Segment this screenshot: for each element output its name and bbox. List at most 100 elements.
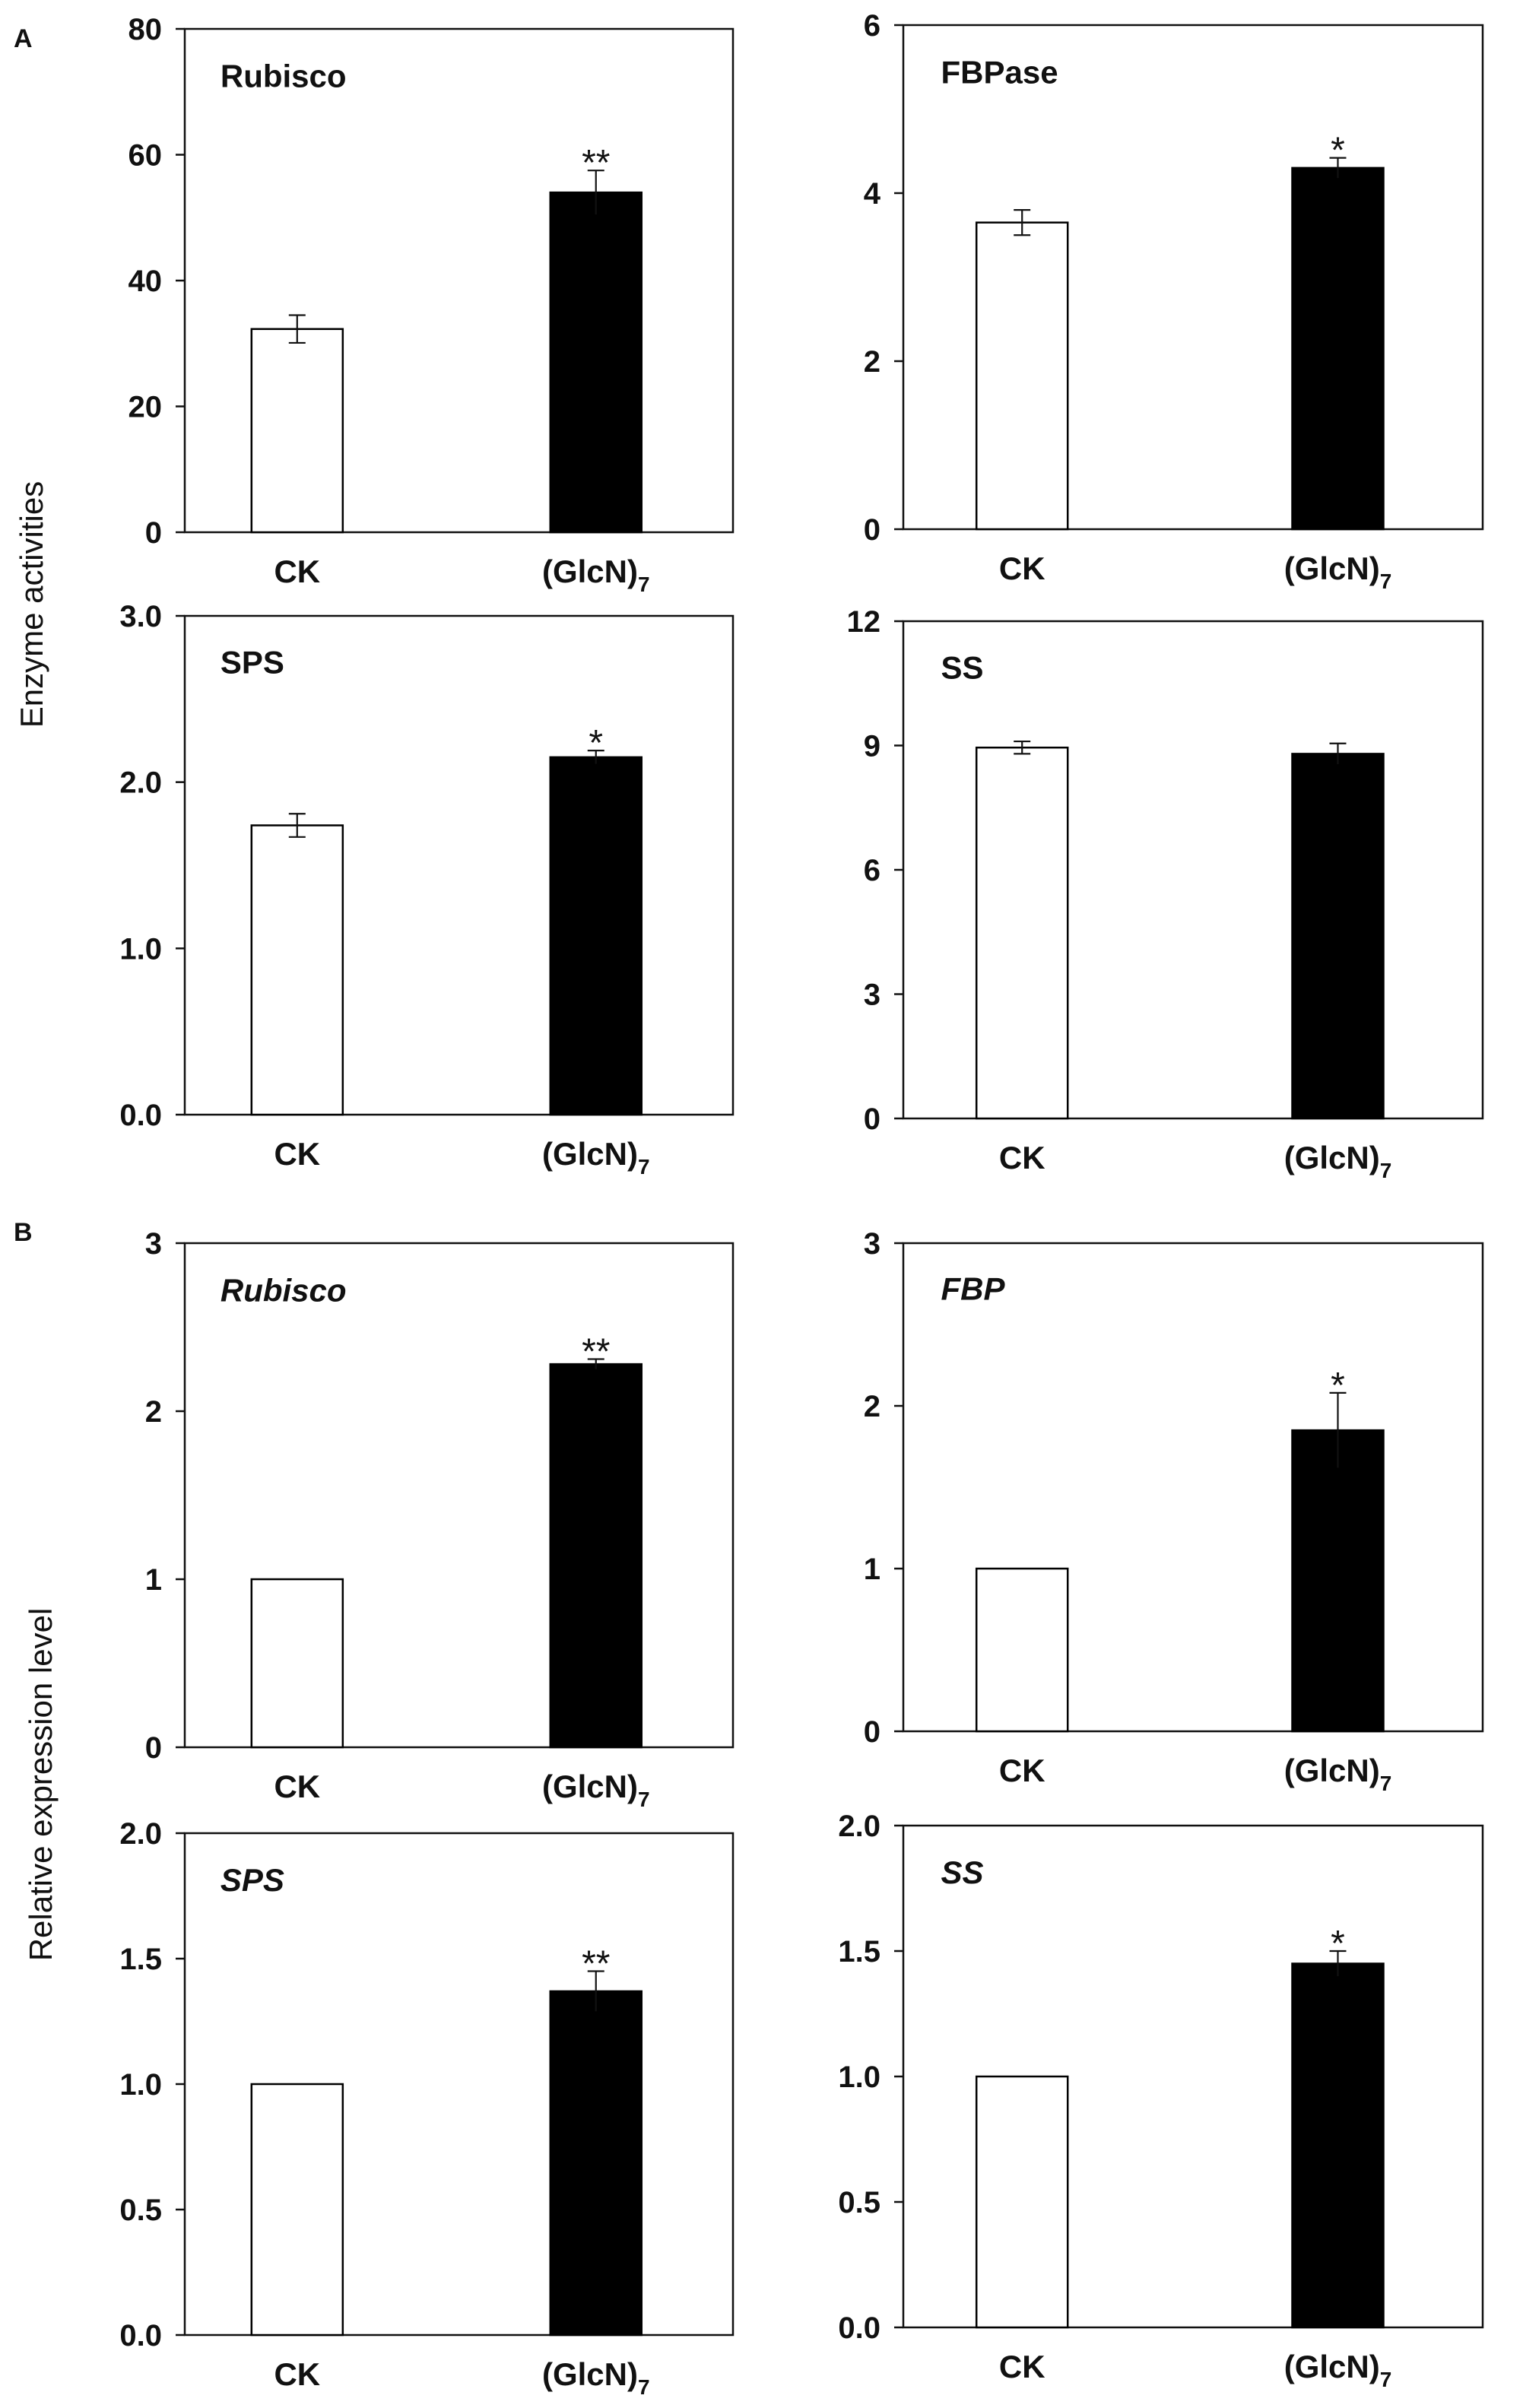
y-axis-label-expression: Relative expression level (23, 1608, 59, 1962)
y-tick-label: 1 (145, 1563, 162, 1597)
category-label-glcn7: (GlcN)7 (1284, 2349, 1392, 2391)
bar-ck (250, 2083, 344, 2337)
bar-ck (975, 746, 1069, 1120)
chart-title: SPS (221, 645, 284, 681)
bar-glcn7 (1291, 1962, 1385, 2329)
bar-ck (975, 221, 1069, 531)
y-tick-label: 2 (864, 1390, 880, 1423)
significance-marker: * (1331, 1924, 1345, 1964)
y-tick-label: 80 (129, 13, 163, 46)
category-label-ck: CK (999, 1753, 1045, 1788)
y-tick-label: 4 (864, 177, 881, 211)
y-tick-label: 40 (129, 265, 163, 298)
y-tick-label: 2.0 (119, 1817, 162, 1851)
category-label-ck: CK (999, 550, 1045, 586)
significance-marker: ** (582, 1331, 610, 1372)
y-tick-label: 2.0 (119, 766, 162, 800)
category-label-ck: CK (999, 1140, 1045, 1175)
plot-frame (902, 1242, 1484, 1733)
y-tick-label: 0 (864, 1715, 880, 1749)
error-bar (1329, 157, 1347, 179)
category-label-ck: CK (274, 1769, 320, 1804)
error-bar (587, 1970, 604, 2012)
category-label-glcn7: (GlcN)7 (542, 2356, 650, 2399)
y-tick-label: 12 (847, 605, 881, 639)
significance-marker: * (589, 723, 603, 763)
panel-label-a: A (14, 24, 33, 53)
error-bar (1329, 1950, 1347, 1976)
chart-panel-b-fbp: 0 1 2 3 CK * (GlcN)7 FBP (864, 1227, 1484, 1795)
chart-title: FBPase (941, 54, 1058, 90)
y-tick-label: 3 (864, 979, 880, 1012)
category-label-glcn7: (GlcN)7 (1284, 1753, 1392, 1795)
category-label-ck: CK (274, 2356, 320, 2392)
bar-glcn7 (1291, 753, 1385, 1120)
y-tick-label: 0.0 (838, 2311, 880, 2345)
plot-frame (183, 614, 735, 1116)
plot-frame (902, 24, 1484, 531)
category-label-glcn7: (GlcN)7 (1284, 550, 1392, 593)
category-label-glcn7: (GlcN)7 (542, 1136, 650, 1179)
chart-title: SPS (221, 1862, 284, 1898)
y-tick-label: 6 (864, 9, 880, 43)
chart-panel-b-rubisco: 0 1 2 3 CK ** (GlcN)7 Rubisco (145, 1227, 735, 1811)
chart-title: SS (941, 650, 984, 686)
bar-ck (975, 2075, 1069, 2329)
category-label-ck: CK (999, 2349, 1045, 2384)
bar-ck (250, 1578, 344, 1749)
bar-glcn7 (549, 1990, 643, 2337)
plot-frame (183, 1242, 735, 1749)
y-tick-label: 0 (864, 513, 880, 547)
chart-panels: 020406080CK**(GlcN)7Rubisco0246CK*(GlcN)… (119, 9, 1484, 2399)
error-bar (1014, 209, 1031, 236)
y-tick-label: 9 (864, 730, 880, 763)
category-label-glcn7: (GlcN)7 (542, 554, 650, 596)
y-tick-label: 2 (145, 1395, 162, 1429)
bar-glcn7 (549, 756, 643, 1116)
significance-marker: * (1331, 1366, 1345, 1406)
y-tick-label: 0 (864, 1102, 880, 1136)
chart-panel-a-fbpase: 0 2 4 6 CK * (GlcN)7 FBPase (864, 9, 1484, 593)
error-bar (1329, 742, 1347, 765)
y-tick-label: 3 (145, 1227, 162, 1261)
y-tick-label: 1.5 (119, 1943, 162, 1976)
y-tick-label: 1 (864, 1553, 880, 1586)
panel-label-b: B (14, 1218, 33, 1247)
category-label-ck: CK (274, 554, 320, 589)
significance-marker: * (1331, 131, 1345, 171)
y-tick-label: 20 (129, 391, 163, 424)
error-bar (587, 170, 604, 215)
bar-glcn7 (549, 191, 643, 534)
chart-panel-a-rubisco: 0 20 40 60 80 CK ** (GlcN)7 Rubisco (129, 13, 735, 596)
error-bar (1329, 1391, 1347, 1468)
chart-title: FBP (941, 1271, 1006, 1306)
error-bar (587, 1358, 604, 1369)
y-tick-label: 0 (145, 516, 162, 550)
significance-marker: ** (582, 143, 610, 183)
y-tick-label: 1.0 (119, 2068, 162, 2102)
y-tick-label: 60 (129, 139, 163, 173)
y-tick-label: 0.5 (838, 2186, 880, 2219)
y-tick-label: 6 (864, 854, 880, 887)
y-tick-label: 1.5 (838, 1935, 880, 1969)
chart-panel-b-sps: 0.0 0.5 1.0 1.5 2.0 CK ** (GlcN)7 SPS (119, 1817, 735, 2399)
y-tick-label: 0 (145, 1731, 162, 1765)
y-tick-label: 3 (864, 1227, 880, 1261)
y-tick-label: 1.0 (119, 932, 162, 966)
y-tick-label: 0.0 (119, 2319, 162, 2352)
chart-panel-b-ss: 0.0 0.5 1.0 1.5 2.0 CK * (GlcN)7 SS (838, 1810, 1484, 2391)
bar-glcn7 (1291, 1429, 1385, 1733)
y-tick-label: 1.0 (838, 2061, 880, 2094)
bar-ck (250, 328, 344, 534)
y-axis-label-enzyme: Enzyme activities (14, 481, 49, 728)
chart-panel-a-sps: 0.0 1.0 2.0 3.0 CK * (GlcN)7 SPS (119, 600, 735, 1179)
error-bar (1014, 740, 1031, 755)
y-tick-label: 3.0 (119, 600, 162, 633)
bar-glcn7 (1291, 167, 1385, 531)
bar-ck (975, 1567, 1069, 1733)
bar-glcn7 (549, 1363, 643, 1749)
y-tick-label: 0.0 (119, 1099, 162, 1132)
category-label-ck: CK (274, 1136, 320, 1172)
y-tick-label: 0.5 (119, 2194, 162, 2227)
